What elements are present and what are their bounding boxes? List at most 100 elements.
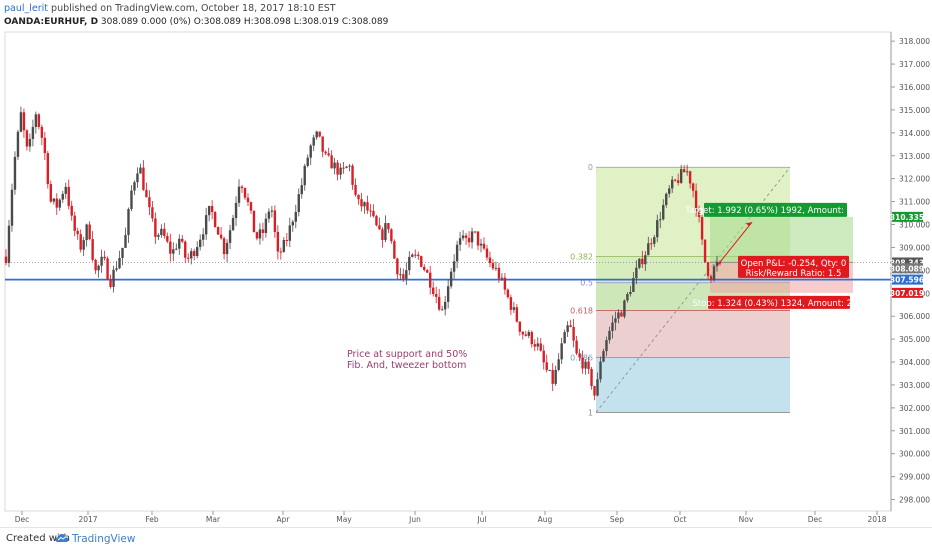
candle-down (145, 189, 148, 198)
candle-down (243, 187, 247, 198)
candle-up (207, 205, 211, 216)
candle-down (503, 277, 507, 290)
candle-up (656, 220, 659, 238)
candle-up (679, 169, 683, 183)
candle-up (647, 243, 650, 256)
candle-down (545, 362, 548, 371)
price-label-bg (892, 211, 923, 222)
candle-down (709, 276, 713, 280)
candle-up (19, 112, 23, 132)
y-tick-label: 304.000 (899, 358, 930, 367)
long-position-tool[interactable] (710, 216, 853, 293)
candle-up (566, 325, 569, 333)
candle-up (659, 219, 662, 221)
y-tick-label: 306.000 (899, 312, 930, 321)
candle-up (118, 257, 121, 269)
candle-up (303, 165, 306, 186)
candle-up (58, 199, 61, 208)
candle-down (369, 210, 372, 212)
candle-up (124, 235, 127, 248)
candle-down (76, 230, 79, 235)
y-tick-label: 299.000 (899, 473, 930, 482)
candle-up (267, 211, 271, 219)
candle-down (650, 243, 653, 245)
candle-down (551, 370, 554, 384)
candle-down (518, 321, 522, 332)
candle-down (276, 231, 280, 252)
candle-down (193, 251, 196, 257)
candle-down (473, 231, 477, 233)
candle-up (291, 221, 294, 226)
candle-up (623, 300, 626, 317)
candle-down (569, 325, 572, 327)
candle-down (351, 165, 354, 185)
footer: Created with TradingView (0, 527, 932, 551)
tradingview-brand[interactable]: TradingView (72, 533, 136, 545)
candle-down (676, 180, 680, 183)
candle-down (542, 350, 545, 363)
candle-up (7, 225, 11, 263)
candle-up (309, 145, 312, 158)
price-label: 307.596 (890, 276, 924, 285)
candle-up (608, 330, 611, 341)
candle-down (73, 215, 76, 231)
y-tick-label: 298.000 (899, 496, 930, 505)
candle-down (151, 207, 154, 219)
x-tick-label: 2017 (78, 515, 97, 524)
candle-down (429, 272, 432, 288)
candle-down (437, 296, 441, 310)
candle-down (420, 256, 423, 267)
candle-down (488, 257, 492, 264)
candle-up (662, 205, 665, 220)
candle-up (446, 286, 450, 302)
candle-up (100, 256, 103, 266)
candle-up (605, 340, 608, 352)
candle-down (593, 386, 596, 396)
candle-up (500, 277, 504, 279)
candle-up (443, 301, 447, 310)
candle-down (43, 137, 47, 154)
candle-up (554, 369, 557, 384)
candle-down (378, 225, 381, 230)
candle-up (190, 251, 193, 259)
candle-up (614, 318, 617, 323)
candle-up (584, 361, 587, 369)
candle-down (694, 190, 698, 211)
candle-down (67, 186, 70, 206)
y-tick-label: 311.000 (899, 198, 930, 207)
candle-up (405, 270, 408, 279)
author-link[interactable]: paul_lerit (4, 3, 49, 14)
candle-up (82, 240, 85, 250)
candle-up (479, 243, 483, 246)
candle-down (587, 361, 590, 369)
candle-down (620, 312, 623, 317)
fib-level-label: 0 (588, 163, 593, 172)
candle-down (485, 248, 489, 258)
candle-up (201, 234, 205, 240)
candle-up (527, 332, 531, 336)
y-tick-label: 317.000 (899, 60, 930, 69)
target-zone[interactable] (710, 216, 853, 263)
candle-up (160, 228, 163, 235)
axes[interactable]: 298.000 299.000 300.000 301.000 302.000 303.0… (15, 32, 931, 524)
price-label: 308.089 (890, 264, 924, 273)
chart-labels: Target: 1.992 (0.65%) 1992, Amount: 2.66… (347, 202, 866, 371)
target-label: Target: 1.992 (0.65%) 1992, Amount: 2.66 (684, 202, 866, 217)
candle-down (467, 237, 471, 243)
fib-level-label: 0.382 (570, 253, 593, 262)
x-tick-label: Feb (145, 515, 159, 524)
candle-down (181, 238, 184, 242)
candle-down (539, 343, 542, 351)
y-tick-label: 303.000 (899, 381, 930, 390)
publish-text: published on TradingView.com, October 18… (48, 3, 336, 14)
stop-label: Stop: 1.324 (0.43%) 1324, Amount: 2.66 (692, 295, 866, 309)
candle-down (497, 267, 501, 279)
x-tick-label: Oct (674, 515, 687, 524)
candle-up (61, 193, 64, 200)
candle-down (673, 179, 677, 181)
candle-down (103, 256, 106, 259)
tradingview-cloud-icon (55, 534, 69, 542)
candle-up (112, 269, 115, 287)
candle-down (393, 241, 396, 259)
